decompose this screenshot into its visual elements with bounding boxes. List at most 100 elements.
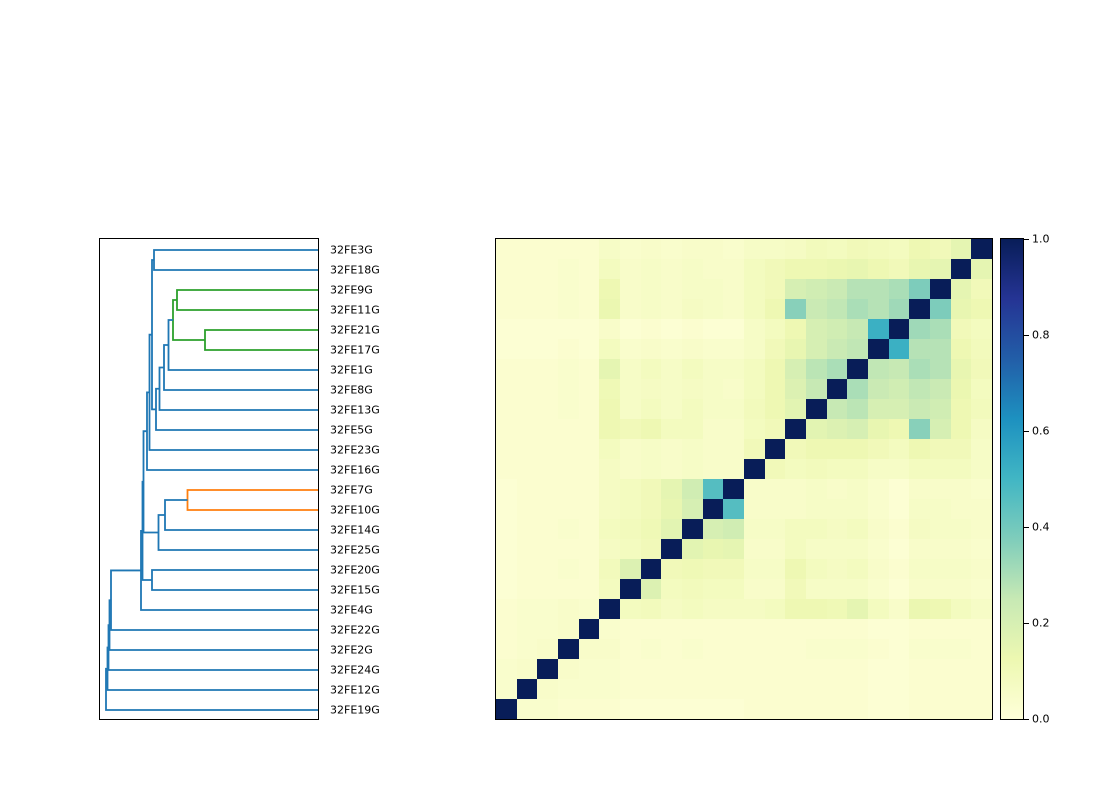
heatmap-cell (785, 299, 806, 319)
heatmap-cell (867, 279, 889, 299)
heatmap-cell (640, 679, 662, 699)
heatmap-cell (599, 679, 620, 699)
heatmap-cell (929, 639, 951, 659)
heatmap-cell (929, 659, 951, 679)
heatmap-cell (496, 619, 517, 639)
heatmap-cell (681, 599, 703, 619)
heatmap-cell (702, 619, 724, 639)
heatmap-cell (619, 299, 641, 319)
colorbar-tick (1023, 527, 1029, 528)
heatmap-cell (909, 239, 930, 259)
heatmap-cell (764, 259, 786, 279)
heatmap-cell (681, 619, 703, 639)
heatmap-cell (681, 379, 703, 399)
heatmap-cell (743, 379, 765, 399)
heatmap-cell (785, 379, 806, 399)
heatmap-cell (661, 659, 682, 679)
heatmap-cell (578, 339, 600, 359)
heatmap-cell (950, 599, 972, 619)
heatmap-cell (950, 579, 972, 599)
leaf-label: 32FE19G (330, 703, 380, 717)
heatmap-cell (950, 619, 972, 639)
heatmap-cell (805, 539, 827, 559)
heatmap-cell (867, 499, 889, 519)
heatmap-cell (557, 299, 579, 319)
heatmap-cell (723, 399, 744, 419)
heatmap-cell (681, 319, 703, 339)
heatmap-cell (867, 259, 889, 279)
colorbar-tick-label: 0.8 (1032, 328, 1050, 342)
heatmap-cell (516, 399, 538, 419)
heatmap-cell (888, 559, 910, 579)
heatmap-cell (537, 359, 558, 379)
heatmap-cell (929, 359, 951, 379)
heatmap-cell (681, 359, 703, 379)
heatmap-cell (619, 599, 641, 619)
heatmap-cell (950, 279, 972, 299)
heatmap-cell (826, 399, 848, 419)
heatmap-cell (764, 319, 786, 339)
heatmap-cell (764, 539, 786, 559)
heatmap-cell (557, 319, 579, 339)
heatmap-cell (847, 399, 868, 419)
heatmap-cell (661, 339, 682, 359)
heatmap-cell (805, 259, 827, 279)
heatmap-cell (971, 279, 992, 299)
heatmap-cell (661, 299, 682, 319)
heatmap-cell (599, 519, 620, 539)
heatmap-cell (888, 479, 910, 499)
heatmap-cell (557, 599, 579, 619)
heatmap-cell (764, 659, 786, 679)
dendrogram-link (204, 329, 318, 351)
heatmap-cell (929, 459, 951, 479)
heatmap-cell (661, 619, 682, 639)
heatmap-cell (702, 679, 724, 699)
heatmap-cell (619, 319, 641, 339)
colorbar-tick (1023, 623, 1029, 624)
leaf-label: 32FE7G (330, 483, 373, 497)
heatmap-cell (702, 539, 724, 559)
heatmap-cell (764, 419, 786, 439)
heatmap-cell (640, 519, 662, 539)
heatmap-cell (619, 659, 641, 679)
heatmap-cell (681, 579, 703, 599)
heatmap-cell (496, 399, 517, 419)
colorbar-tick-label: 0.2 (1032, 616, 1050, 630)
heatmap-cell (743, 499, 765, 519)
leaf-label: 32FE23G (330, 443, 380, 457)
heatmap-cell (599, 619, 620, 639)
heatmap-cell (971, 699, 992, 719)
heatmap-panel (495, 238, 993, 720)
heatmap-cell (702, 479, 724, 499)
heatmap-cell (847, 499, 868, 519)
heatmap-cell (847, 599, 868, 619)
heatmap-cell (619, 699, 641, 719)
heatmap-cell (640, 279, 662, 299)
heatmap-cell (681, 539, 703, 559)
heatmap-cell (599, 659, 620, 679)
heatmap-cell (971, 559, 992, 579)
heatmap-cell (537, 559, 558, 579)
heatmap-cell (537, 239, 558, 259)
heatmap-cell (599, 319, 620, 339)
heatmap-cell (929, 479, 951, 499)
heatmap-cell (867, 599, 889, 619)
heatmap-cell (847, 279, 868, 299)
heatmap-cell (971, 339, 992, 359)
heatmap-cell (743, 419, 765, 439)
heatmap-cell (681, 399, 703, 419)
heatmap-cell (702, 599, 724, 619)
heatmap-cell (785, 519, 806, 539)
heatmap-cell (950, 379, 972, 399)
heatmap-cell (681, 679, 703, 699)
heatmap-cell (826, 359, 848, 379)
heatmap-cell (743, 479, 765, 499)
dendrogram-panel (99, 238, 319, 720)
dendrogram-link (157, 514, 318, 551)
heatmap-cell (888, 699, 910, 719)
heatmap-cell (578, 239, 600, 259)
heatmap-cell (537, 419, 558, 439)
heatmap-cell (888, 399, 910, 419)
heatmap-cell (847, 359, 868, 379)
heatmap-cell (578, 259, 600, 279)
